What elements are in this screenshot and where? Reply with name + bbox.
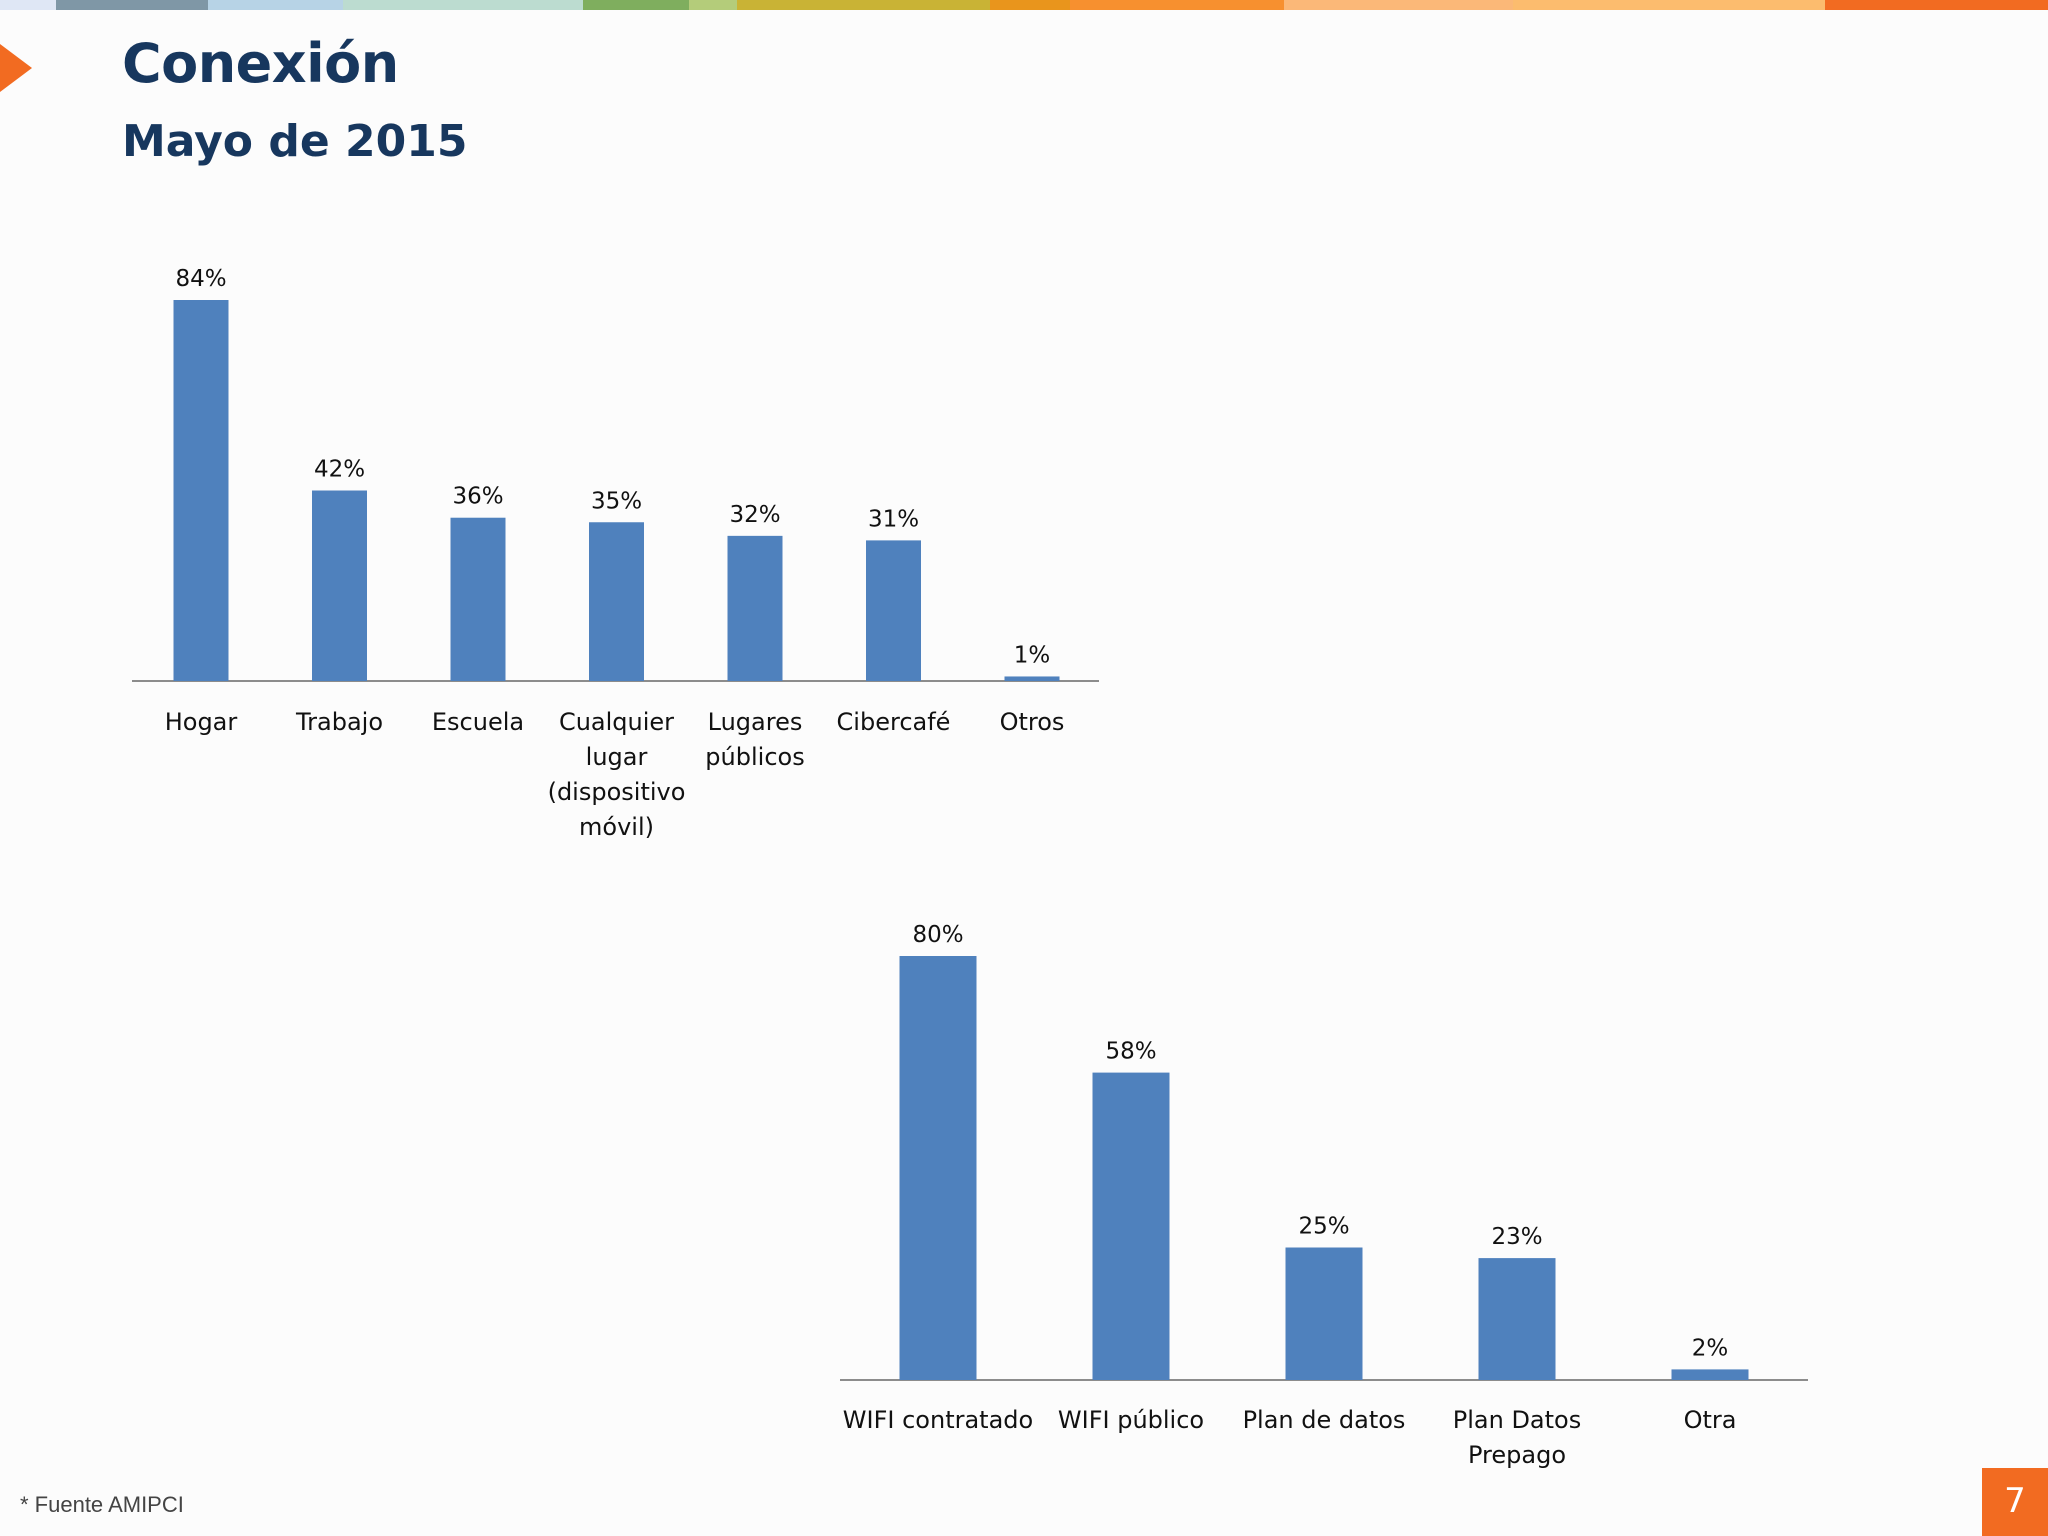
category-label: Escuela bbox=[432, 708, 524, 736]
bar bbox=[312, 490, 367, 681]
data-label: 42% bbox=[314, 457, 365, 483]
top-bar-segment bbox=[1513, 0, 1825, 10]
category-label: móvil) bbox=[579, 813, 654, 841]
bar bbox=[1285, 1247, 1363, 1380]
page-number: 7 bbox=[2004, 1481, 2026, 1521]
category-label: Hogar bbox=[165, 708, 238, 736]
category-label: Lugares bbox=[708, 708, 803, 736]
top-bar-segment bbox=[0, 0, 56, 10]
bar bbox=[727, 535, 783, 681]
bar bbox=[899, 956, 977, 1380]
data-label: 35% bbox=[591, 488, 642, 514]
data-label: 25% bbox=[1298, 1214, 1349, 1240]
data-label: 58% bbox=[1105, 1039, 1156, 1065]
data-label: 1% bbox=[1014, 642, 1051, 668]
top-bar-segment bbox=[737, 0, 990, 10]
category-label: Plan Datos bbox=[1453, 1406, 1581, 1434]
bar bbox=[1478, 1258, 1556, 1380]
top-color-bar bbox=[0, 0, 2048, 10]
category-label: Cualquier bbox=[559, 708, 674, 736]
bar bbox=[866, 540, 921, 681]
category-label: Plan de datos bbox=[1243, 1406, 1406, 1434]
top-bar-segment bbox=[1070, 0, 1284, 10]
top-bar-segment bbox=[583, 0, 689, 10]
data-label: 23% bbox=[1491, 1224, 1542, 1250]
data-label: 80% bbox=[912, 922, 963, 948]
bar bbox=[173, 300, 229, 681]
top-bar-segment bbox=[343, 0, 583, 10]
data-label: 36% bbox=[452, 484, 503, 510]
data-label: 84% bbox=[175, 266, 226, 292]
bar bbox=[1671, 1369, 1749, 1380]
slide-title: Conexión bbox=[122, 32, 399, 95]
top-bar-segment bbox=[1284, 0, 1513, 10]
bar bbox=[450, 517, 506, 681]
bar bbox=[1092, 1072, 1170, 1380]
data-label: 32% bbox=[729, 502, 780, 528]
category-label: WIFI público bbox=[1058, 1406, 1204, 1434]
bar bbox=[589, 522, 644, 681]
category-label: (dispositivo bbox=[548, 778, 686, 806]
title-arrow-icon bbox=[0, 44, 32, 92]
top-bar-segment bbox=[208, 0, 343, 10]
category-label: Otra bbox=[1684, 1406, 1737, 1434]
category-label: WIFI contratado bbox=[843, 1406, 1033, 1434]
top-bar-segment bbox=[1825, 0, 2048, 10]
data-label: 2% bbox=[1692, 1335, 1729, 1361]
top-bar-segment bbox=[990, 0, 1070, 10]
category-label: públicos bbox=[705, 743, 804, 771]
category-label: lugar bbox=[586, 743, 648, 771]
page-number-badge: 7 bbox=[1982, 1468, 2048, 1536]
category-label: Cibercafé bbox=[837, 708, 951, 736]
category-label: Prepago bbox=[1468, 1441, 1566, 1469]
top-bar-segment bbox=[56, 0, 208, 10]
source-note: * Fuente AMIPCI bbox=[20, 1492, 184, 1517]
category-label: Trabajo bbox=[295, 708, 383, 736]
connection-location-chart: 84% Hogar 42% Trabajo 36% Escuela 35% Cualquier… bbox=[132, 266, 1099, 841]
top-bar-segment bbox=[689, 0, 737, 10]
connection-type-chart: 80% WIFI contratado 58% WIFI público 25% Plan… bbox=[840, 922, 1808, 1469]
bar bbox=[1004, 676, 1060, 681]
slide-subtitle: Mayo de 2015 bbox=[122, 116, 468, 167]
data-label: 31% bbox=[868, 506, 919, 532]
category-label: Otros bbox=[1000, 708, 1065, 736]
